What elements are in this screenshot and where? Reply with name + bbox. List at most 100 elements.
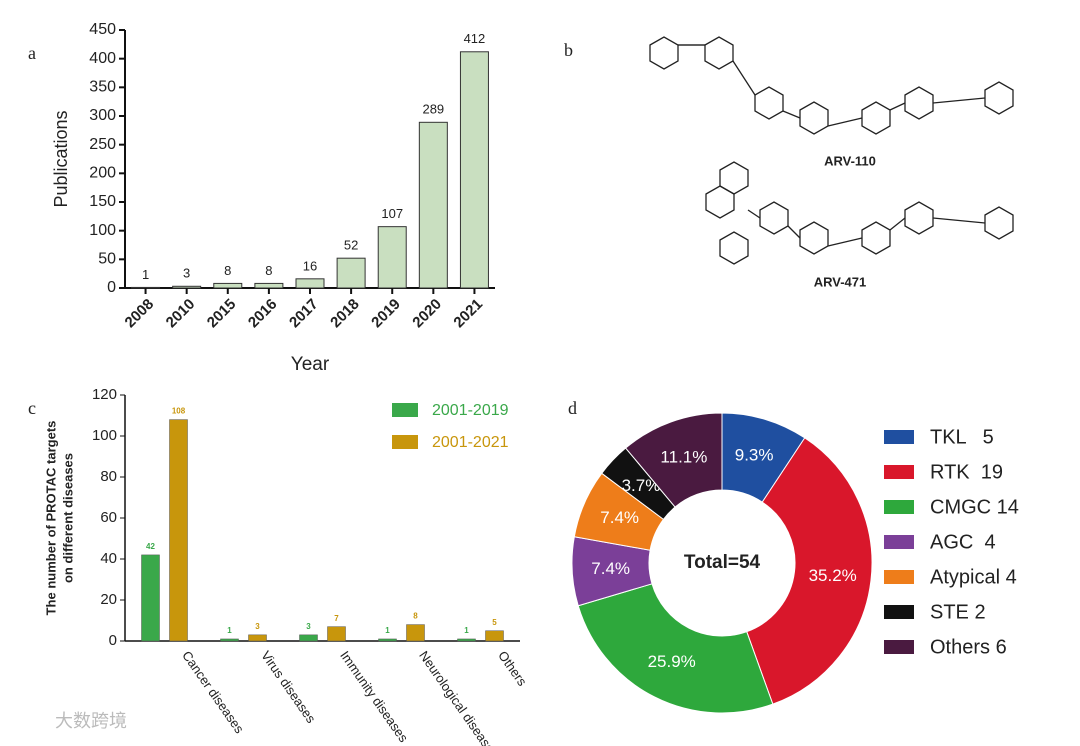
legend-label: Atypical 4 — [930, 566, 1017, 588]
bar — [131, 286, 161, 289]
donut-slice — [624, 412, 723, 508]
bar — [172, 285, 202, 289]
y-axis-title: on different diseases — [60, 453, 75, 583]
value-label: 16 — [303, 258, 317, 273]
legend-label: CMGC 14 — [930, 496, 1019, 518]
legend-swatch — [884, 535, 914, 549]
y-axis-title: Publications — [51, 110, 71, 207]
panel-label: b — [564, 40, 573, 60]
bar — [169, 419, 188, 642]
legend-label: TKL 5 — [930, 426, 994, 448]
value-label: 8 — [224, 263, 231, 278]
bar — [213, 282, 243, 289]
value-label: 3.7% — [622, 476, 661, 495]
donut-slice — [746, 437, 873, 705]
value-label: 3 — [183, 266, 190, 281]
y-tick-label: 400 — [89, 50, 116, 67]
bar — [377, 226, 407, 289]
value-label: 3 — [306, 622, 311, 631]
value-label: 11.1% — [660, 448, 707, 467]
value-label: 1 — [464, 626, 469, 635]
legend-swatch — [884, 500, 914, 514]
bar — [141, 554, 160, 642]
value-label: 7.4% — [600, 508, 639, 527]
bar — [378, 638, 397, 642]
legend-label: Others 6 — [930, 636, 1007, 658]
value-label: 52 — [344, 238, 358, 253]
bar — [459, 51, 489, 289]
value-label: 1 — [385, 626, 390, 635]
value-label: 35.2% — [809, 566, 857, 585]
x-tick-label: 2016 — [245, 296, 281, 332]
y-tick-label: 20 — [100, 591, 117, 608]
bar — [406, 624, 425, 642]
value-label: 289 — [422, 102, 444, 117]
y-tick-label: 0 — [107, 279, 116, 296]
legend-label: RTK 19 — [930, 461, 1003, 483]
center-label: Total=54 — [684, 552, 761, 573]
bar — [327, 626, 346, 642]
legend-label: 2001-2019 — [432, 402, 509, 419]
y-axis-title: The number of PROTAC targets — [43, 421, 58, 616]
watermark: 大数跨境 — [55, 711, 127, 731]
x-tick-label: 2019 — [368, 296, 404, 332]
legend-swatch — [884, 605, 914, 619]
x-tick-label: 2010 — [163, 296, 199, 332]
x-tick-label: 2018 — [327, 296, 363, 332]
panel-label: d — [568, 398, 577, 418]
bar — [457, 638, 476, 642]
x-tick-label: 2015 — [204, 296, 240, 332]
x-tick-label: 2020 — [409, 296, 445, 332]
legend-label: AGC 4 — [930, 531, 996, 553]
panel-label: a — [28, 43, 36, 63]
y-tick-label: 200 — [89, 165, 116, 182]
y-tick-label: 40 — [100, 550, 117, 567]
value-label: 1 — [142, 267, 149, 282]
legend-swatch — [392, 403, 418, 417]
value-label: 108 — [172, 407, 186, 416]
legend-swatch — [884, 465, 914, 479]
y-tick-label: 100 — [92, 427, 117, 444]
molecule-name: ARV-471 — [814, 274, 867, 289]
y-tick-label: 60 — [100, 509, 117, 526]
value-label: 412 — [464, 31, 486, 46]
y-tick-label: 0 — [109, 632, 117, 649]
value-label: 107 — [381, 206, 403, 221]
x-tick-label: Others — [495, 648, 530, 689]
x-tick-label: 2017 — [286, 296, 322, 332]
x-tick-label: Virus diseases — [258, 648, 319, 726]
x-tick-label: Immunity diseases — [337, 648, 411, 745]
bar — [299, 634, 318, 642]
x-axis-title: Year — [291, 354, 330, 375]
y-tick-label: 120 — [92, 386, 117, 403]
bar — [336, 257, 366, 289]
value-label: 1 — [227, 626, 232, 635]
value-label: 7 — [334, 614, 339, 623]
legend-swatch — [884, 570, 914, 584]
bar — [254, 282, 284, 289]
x-tick-label: 2021 — [450, 296, 486, 332]
bar — [485, 630, 504, 642]
bar — [418, 121, 448, 289]
x-tick-label: Cancer diseases — [179, 648, 247, 736]
value-label: 9.3% — [735, 446, 774, 465]
value-label: 8 — [265, 263, 272, 278]
molecule-name: ARV-110 — [824, 153, 876, 168]
bar — [220, 638, 239, 642]
y-tick-label: 100 — [89, 222, 116, 239]
y-tick-label: 50 — [98, 251, 116, 268]
legend-label: 2001-2021 — [432, 434, 509, 451]
chemical-structures — [649, 36, 1014, 265]
value-label: 8 — [413, 612, 418, 621]
value-label: 42 — [146, 542, 155, 551]
y-tick-label: 350 — [89, 79, 116, 96]
y-tick-label: 300 — [89, 107, 116, 124]
y-tick-label: 80 — [100, 468, 117, 485]
y-tick-label: 150 — [89, 193, 116, 210]
bar — [248, 634, 267, 642]
panel-label: c — [28, 398, 36, 418]
x-tick-label: Neurological disease — [416, 648, 498, 746]
legend-swatch — [884, 640, 914, 654]
y-tick-label: 450 — [89, 21, 116, 38]
